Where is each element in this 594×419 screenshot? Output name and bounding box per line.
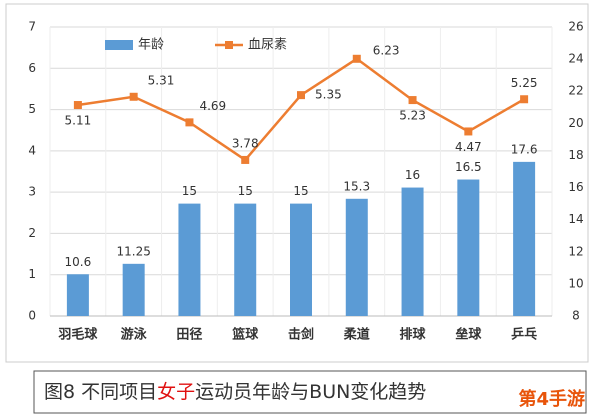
line-value-label: 3.78 xyxy=(232,136,259,150)
x-tick-label: 击剑 xyxy=(288,327,314,343)
line-marker xyxy=(520,95,529,104)
x-tick-label: 田径 xyxy=(176,327,202,343)
y-tick-label: 2 xyxy=(28,226,36,240)
bar-value-label: 15.3 xyxy=(343,179,370,193)
caption-suffix: 运动员年龄与BUN变化趋势 xyxy=(195,381,426,403)
bar xyxy=(234,203,257,316)
bar-value-label: 16 xyxy=(405,168,420,182)
line-marker xyxy=(408,96,417,105)
legend-swatch xyxy=(105,40,133,50)
y2-tick-label: 14 xyxy=(568,212,583,226)
y2-tick-label: 20 xyxy=(568,116,583,130)
x-tick-label: 羽毛球 xyxy=(58,327,98,343)
x-tick-label: 排球 xyxy=(400,327,427,343)
x-tick-label: 篮球 xyxy=(231,327,259,343)
bar xyxy=(122,263,145,316)
bar xyxy=(401,187,424,316)
line-marker xyxy=(464,127,473,136)
bar xyxy=(178,203,201,316)
line-value-label: 5.11 xyxy=(65,114,92,128)
bar-value-label: 10.6 xyxy=(65,255,92,269)
x-tick-label: 游泳 xyxy=(121,327,148,343)
line-value-label: 4.47 xyxy=(455,140,482,154)
y2-tick-label: 8 xyxy=(572,309,580,323)
y2-tick-label: 10 xyxy=(568,276,583,290)
line-marker xyxy=(129,92,138,101)
bar-value-label: 15 xyxy=(293,184,308,198)
y-tick-label: 3 xyxy=(28,185,36,199)
y2-tick-label: 18 xyxy=(568,148,583,162)
y2-tick-label: 16 xyxy=(568,180,583,194)
line-value-label: 5.31 xyxy=(148,73,175,87)
caption: 图8 不同项目女子运动员年龄与BUN变化趋势 xyxy=(44,381,426,403)
legend-label: 年龄 xyxy=(138,38,164,53)
watermark: 第4手游 xyxy=(518,388,585,410)
line-marker xyxy=(185,118,194,127)
bar xyxy=(290,203,312,316)
y-tick-label: 6 xyxy=(28,61,36,75)
bar-value-label: 11.25 xyxy=(116,244,150,258)
bar xyxy=(457,179,480,316)
legend-marker xyxy=(225,41,233,49)
line-value-label: 5.23 xyxy=(399,109,426,123)
bar xyxy=(345,198,368,316)
x-tick-label: 柔道 xyxy=(343,327,370,343)
caption-prefix: 图8 不同项目 xyxy=(44,381,157,403)
bar-value-label: 15 xyxy=(182,184,197,198)
caption-frame xyxy=(33,370,587,414)
y-tick-label: 1 xyxy=(28,267,36,281)
line-marker xyxy=(73,101,82,110)
bar xyxy=(513,161,536,316)
line-marker xyxy=(352,54,361,63)
line-value-label: 5.35 xyxy=(315,88,342,102)
y2-tick-label: 12 xyxy=(568,244,583,258)
y2-tick-label: 22 xyxy=(568,84,583,98)
y2-tick-label: 26 xyxy=(568,20,583,34)
bar-value-label: 16.5 xyxy=(455,160,482,174)
y-tick-label: 0 xyxy=(28,309,36,323)
line-value-label: 5.25 xyxy=(511,76,538,90)
y-tick-label: 7 xyxy=(28,20,36,34)
legend-label: 血尿素 xyxy=(248,38,287,53)
line-value-label: 6.23 xyxy=(373,43,400,57)
caption-highlight: 女子 xyxy=(157,381,195,403)
y2-tick-label: 24 xyxy=(568,52,583,66)
line-value-label: 4.69 xyxy=(199,99,226,113)
x-tick-label: 乒乓 xyxy=(511,327,537,343)
x-tick-label: 垒球 xyxy=(455,327,482,343)
line-marker xyxy=(297,91,305,100)
line-marker xyxy=(241,155,250,164)
y-tick-label: 5 xyxy=(28,102,36,116)
bar-value-label: 15 xyxy=(238,184,253,198)
bar xyxy=(66,274,89,316)
bar-value-label: 17.6 xyxy=(511,142,538,156)
y-tick-label: 4 xyxy=(28,143,36,157)
